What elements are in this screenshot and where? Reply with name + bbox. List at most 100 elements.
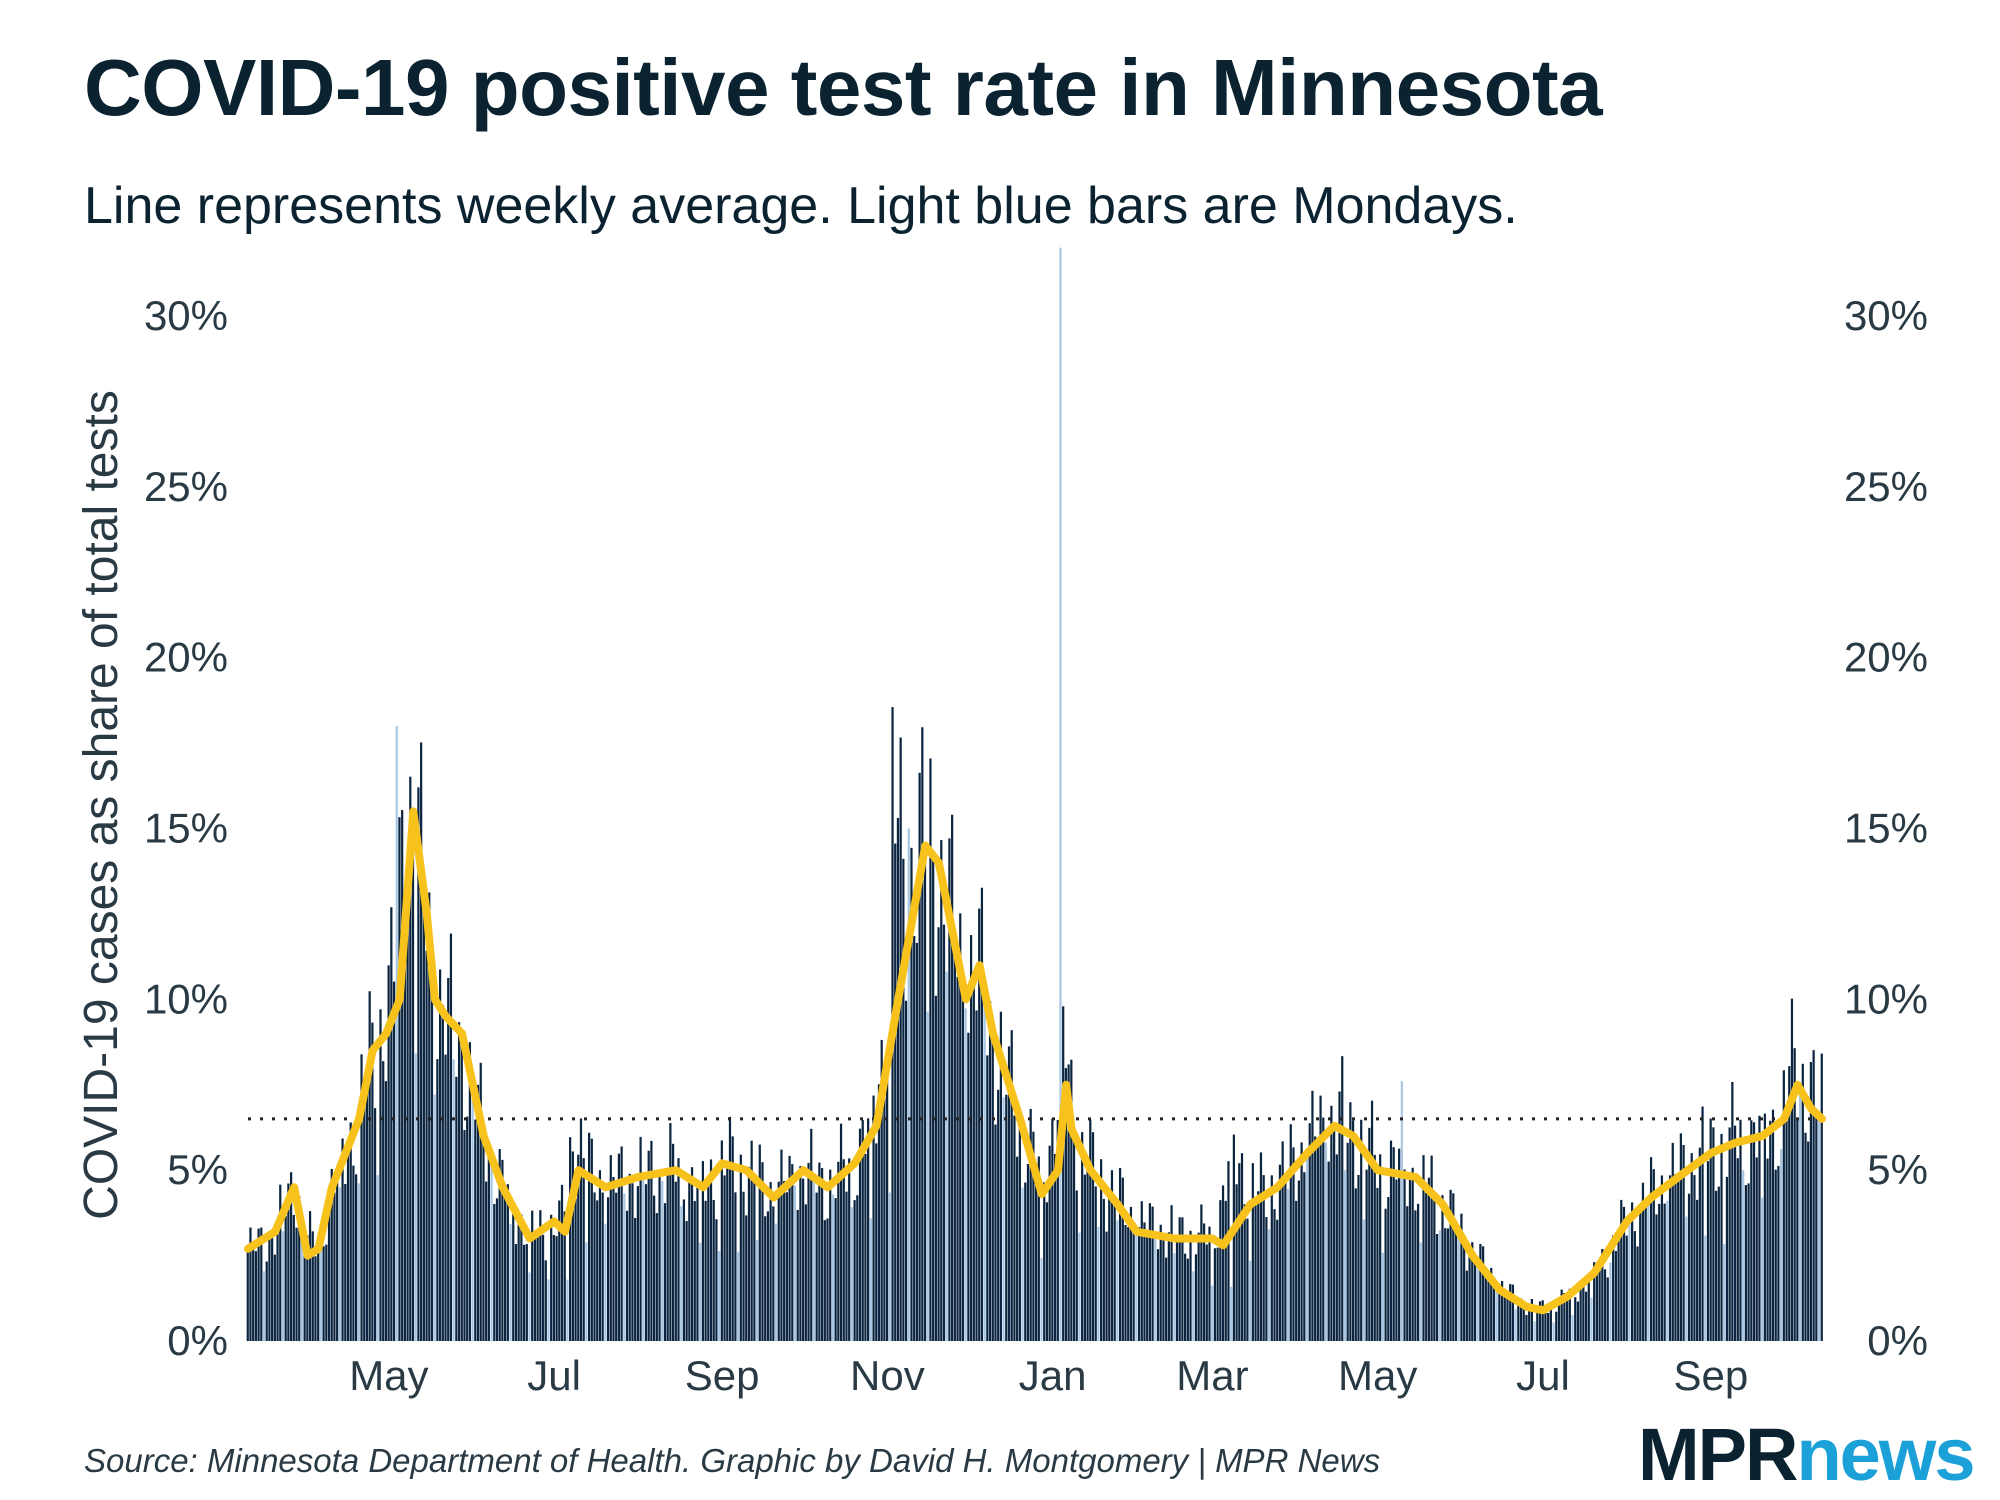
y-tick-label-left: 0%: [167, 1317, 228, 1364]
daily-bar: [980, 887, 984, 1341]
daily-bar: [802, 1178, 805, 1341]
monday-bar: [1343, 1170, 1347, 1341]
daily-bar: [1311, 1090, 1314, 1341]
daily-bar: [1357, 1174, 1360, 1341]
daily-bar: [1636, 1246, 1639, 1341]
monday-bar: [699, 1242, 702, 1341]
daily-bar: [1384, 1208, 1387, 1341]
monday-bar: [1628, 1222, 1631, 1341]
daily-bar: [287, 1183, 290, 1341]
daily-bar: [1796, 1119, 1799, 1341]
daily-bar: [1186, 1258, 1189, 1341]
monday-bar: [566, 1279, 569, 1341]
daily-bar: [815, 1192, 818, 1341]
daily-bar: [707, 1181, 710, 1341]
daily-bar: [904, 1000, 908, 1341]
daily-bar: [747, 1166, 751, 1341]
daily-bar: [1094, 1186, 1097, 1341]
daily-bar: [336, 1166, 339, 1341]
daily-bar: [783, 1181, 786, 1341]
monday-bar: [1590, 1297, 1593, 1341]
daily-bar: [612, 1176, 615, 1341]
y-tick-label-left: 15%: [144, 805, 228, 852]
daily-bar: [788, 1155, 791, 1341]
daily-bar: [346, 1153, 350, 1341]
daily-bar: [325, 1244, 328, 1341]
daily-bar: [1790, 998, 1794, 1341]
daily-bar: [701, 1161, 704, 1341]
daily-bar: [818, 1162, 821, 1341]
daily-bar: [1265, 1217, 1268, 1341]
daily-bar: [1395, 1179, 1398, 1341]
daily-bar: [948, 838, 951, 1341]
daily-bar: [1053, 1153, 1057, 1341]
daily-bar: [265, 1261, 268, 1341]
daily-bar: [449, 933, 453, 1341]
monday-bar: [1419, 1242, 1422, 1341]
daily-bar: [720, 1140, 723, 1341]
daily-bar: [1687, 1193, 1691, 1341]
daily-bar: [647, 1150, 650, 1341]
bars-layer: [246, 247, 1823, 1341]
daily-bar: [1522, 1304, 1525, 1341]
daily-bar: [306, 1235, 309, 1341]
daily-bar: [517, 1222, 520, 1341]
daily-bar: [1349, 1102, 1352, 1341]
daily-bar: [1769, 1120, 1772, 1341]
daily-bar: [1322, 1117, 1325, 1341]
x-tick-label: Jul: [1516, 1352, 1570, 1399]
daily-bar: [382, 1061, 385, 1341]
daily-bar: [959, 913, 962, 1341]
daily-bar: [1468, 1254, 1471, 1341]
daily-bar: [1557, 1303, 1561, 1341]
daily-bar: [463, 1130, 466, 1341]
daily-bar: [853, 1200, 856, 1341]
daily-bar: [525, 1244, 528, 1341]
daily-bar: [355, 1174, 358, 1341]
daily-bar: [1739, 1119, 1742, 1341]
daily-bar: [1747, 1183, 1750, 1341]
daily-bar: [1373, 1154, 1376, 1341]
daily-bar: [1091, 1132, 1095, 1341]
daily-bar: [1197, 1232, 1200, 1341]
daily-bar: [276, 1223, 279, 1341]
daily-bar: [1793, 1048, 1796, 1341]
daily-bar: [539, 1210, 542, 1341]
daily-bar: [1045, 1202, 1049, 1341]
daily-bar: [867, 1118, 870, 1341]
daily-bar: [1541, 1300, 1544, 1341]
daily-bar: [533, 1237, 537, 1341]
monday-bar: [452, 1059, 455, 1341]
daily-bar: [1422, 1155, 1425, 1341]
daily-bar: [1414, 1210, 1417, 1341]
daily-bar: [1062, 1006, 1065, 1341]
daily-bar: [1576, 1301, 1580, 1341]
daily-bar: [1140, 1201, 1143, 1341]
daily-bar: [799, 1166, 802, 1341]
daily-bar: [246, 1251, 249, 1341]
daily-bar: [1649, 1157, 1653, 1341]
daily-bar: [1444, 1228, 1447, 1341]
daily-bar: [587, 1132, 591, 1341]
daily-bar: [1560, 1289, 1563, 1341]
daily-bar: [1118, 1168, 1122, 1341]
daily-bar: [764, 1216, 767, 1341]
monday-bar: [774, 1223, 778, 1341]
daily-bar: [761, 1162, 764, 1341]
daily-bar: [1473, 1261, 1477, 1341]
x-tick-label: Jan: [1019, 1352, 1087, 1399]
monday-bar: [1173, 1253, 1176, 1341]
daily-bar: [1433, 1197, 1436, 1341]
source-note: Source: Minnesota Department of Health. …: [84, 1442, 1381, 1479]
daily-bar: [777, 1181, 780, 1341]
daily-bar: [1235, 1184, 1238, 1341]
daily-bar: [317, 1243, 320, 1341]
daily-bar: [653, 1195, 656, 1341]
daily-bar: [956, 976, 959, 1341]
monday-bar: [1211, 1285, 1214, 1341]
monday-bar: [1286, 1188, 1290, 1341]
daily-bar: [967, 1032, 970, 1341]
daily-bar: [1701, 1106, 1704, 1341]
y-tick-label-right: 20%: [1844, 634, 1928, 681]
daily-bar: [929, 758, 932, 1341]
